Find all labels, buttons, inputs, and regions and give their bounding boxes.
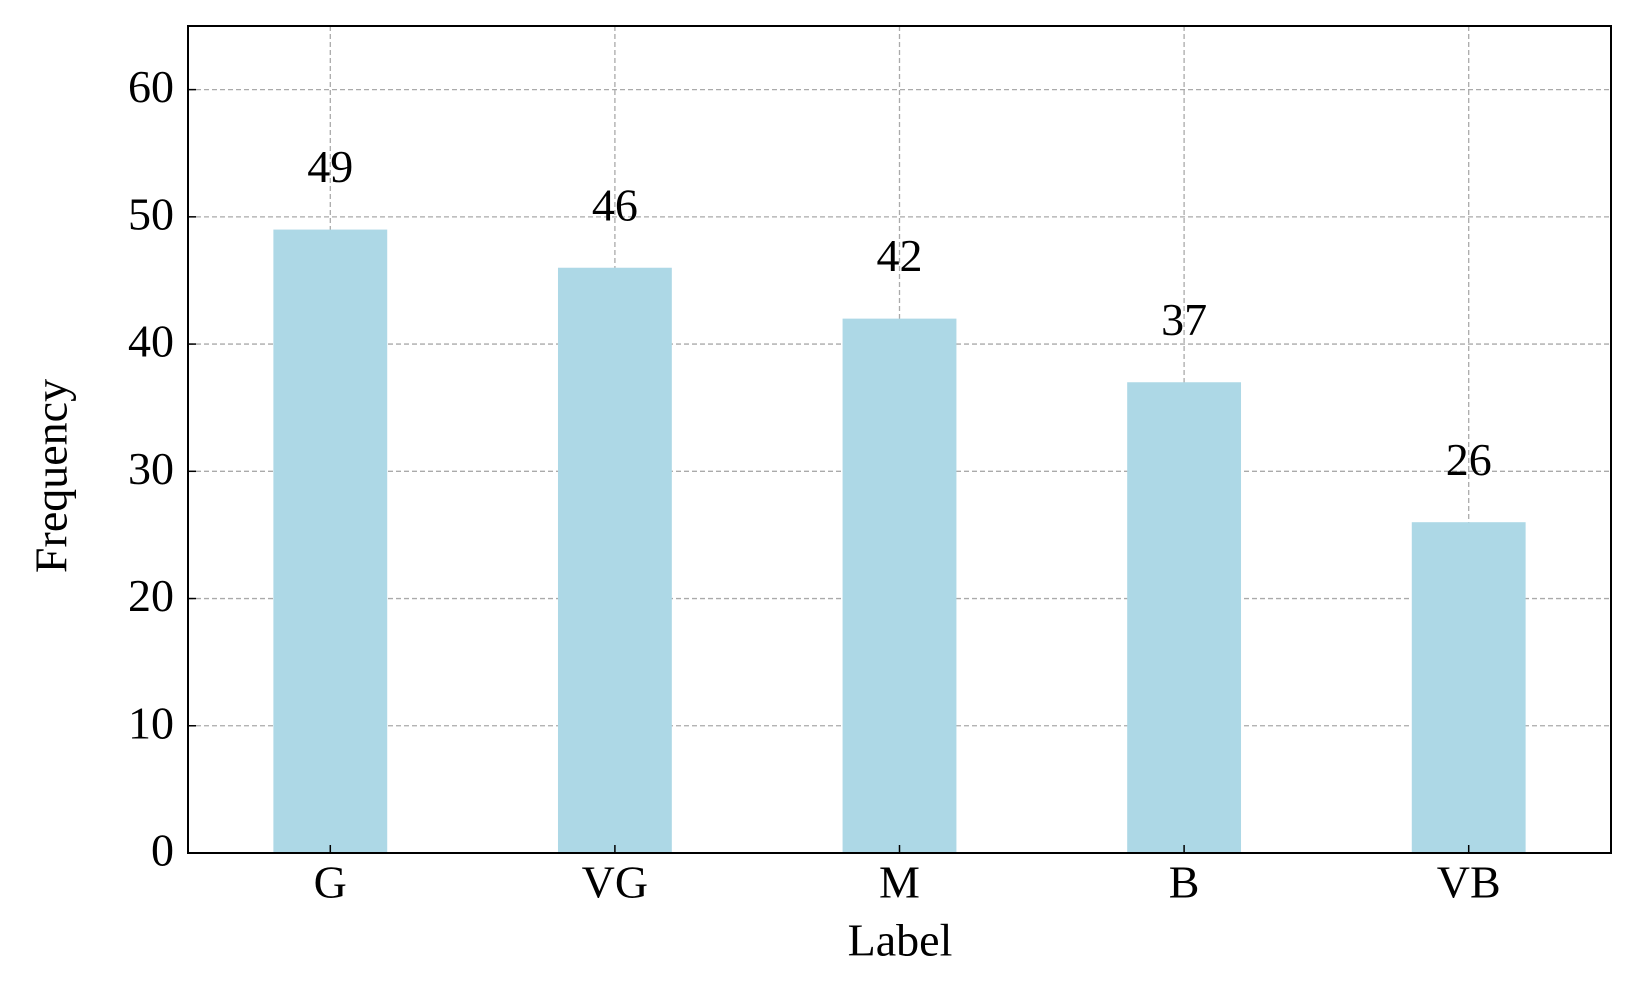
x-tick-label: VB: [1437, 857, 1501, 908]
value-label: 42: [877, 230, 923, 281]
bar: [1411, 522, 1526, 853]
value-label: 49: [307, 141, 353, 192]
y-tick-label: 40: [128, 316, 174, 367]
bar: [557, 267, 672, 853]
x-axis-label: Label: [848, 915, 953, 966]
bar: [842, 318, 957, 854]
value-label: 26: [1446, 434, 1492, 485]
y-tick-label: 20: [128, 570, 174, 621]
y-tick-label: 30: [128, 443, 174, 494]
bar: [1127, 382, 1242, 853]
x-tick-label: M: [879, 857, 920, 908]
y-tick-label: 50: [128, 188, 174, 239]
x-tick-label: G: [314, 857, 347, 908]
x-tick-label: B: [1169, 857, 1200, 908]
y-tick-label: 60: [128, 61, 174, 112]
x-tick-label: VG: [582, 857, 648, 908]
plot-frame: [187, 25, 1612, 854]
value-label: 37: [1161, 294, 1207, 345]
bar: [273, 229, 388, 854]
y-tick-label: 10: [128, 697, 174, 748]
value-label: 46: [592, 179, 638, 230]
y-tick-label: 0: [151, 825, 174, 876]
y-axis-label: Frequency: [26, 379, 77, 573]
